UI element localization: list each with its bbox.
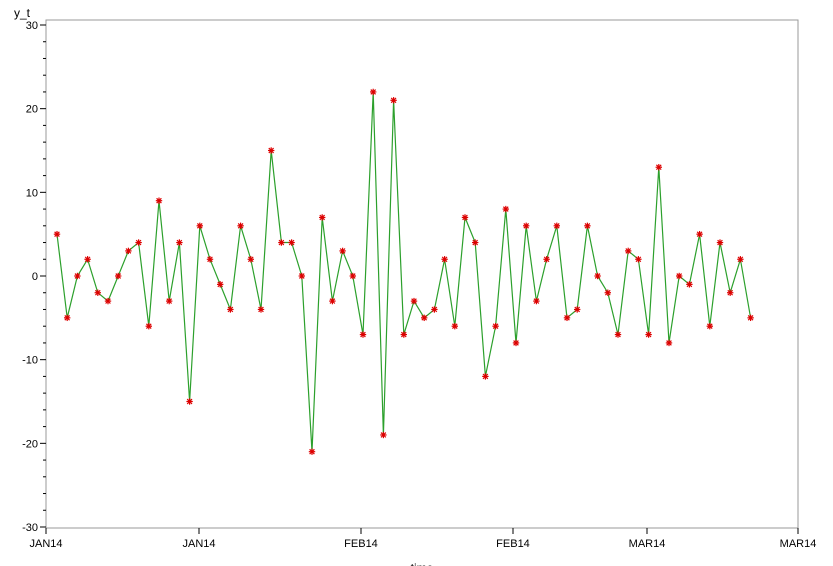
data-point <box>370 88 377 96</box>
data-point <box>431 306 438 313</box>
data-point <box>176 239 183 246</box>
data-point <box>676 272 683 280</box>
x-tick-label: MAR14 <box>629 538 666 550</box>
data-point <box>94 289 101 296</box>
data-point <box>206 256 214 263</box>
x-tick-label: JAN14 <box>182 538 215 550</box>
x-axis: JAN14 JAN14 FEB14 FEB14 MAR14 MAR14 <box>29 528 816 550</box>
x-axis-title: time <box>411 561 434 566</box>
data-point <box>186 398 193 405</box>
plot-frame <box>45 19 799 529</box>
y-tick-label: 20 <box>26 104 38 116</box>
x-tick-label: FEB14 <box>496 538 530 550</box>
y-tick-label: 0 <box>32 271 38 283</box>
data-point <box>421 314 428 322</box>
data-point <box>196 222 203 229</box>
y-tick-label: -20 <box>22 438 38 450</box>
data-point <box>319 214 326 221</box>
data-point <box>410 297 418 305</box>
data-point <box>665 339 673 347</box>
data-point <box>104 297 112 305</box>
data-point <box>625 247 632 255</box>
x-tick-label: JAN14 <box>29 538 62 550</box>
data-point <box>594 272 601 280</box>
data-point <box>553 222 560 229</box>
data-point <box>686 281 693 288</box>
x-tick-label: MAR14 <box>780 538 817 550</box>
data-point <box>635 256 642 263</box>
data-point <box>308 448 316 455</box>
data-point <box>135 239 142 246</box>
x-tick-label: FEB14 <box>344 538 378 550</box>
data-point <box>145 323 152 330</box>
data-point <box>727 289 734 296</box>
data-point <box>166 297 173 305</box>
data-point <box>268 147 275 154</box>
data-point <box>645 331 652 338</box>
data-point <box>512 339 520 347</box>
data-point <box>298 272 305 280</box>
data-point <box>380 431 387 439</box>
data-point <box>64 314 71 322</box>
data-point <box>502 205 509 213</box>
data-point <box>288 239 295 246</box>
data-point <box>574 306 581 313</box>
data-point <box>747 314 754 322</box>
y-tick-label: -30 <box>22 522 38 534</box>
data-point <box>614 331 622 338</box>
data-point <box>329 297 336 305</box>
y-axis-title: y_t <box>14 6 31 20</box>
data-point <box>227 306 234 313</box>
y-tick-label: -10 <box>22 355 38 367</box>
y-tick-label: 10 <box>26 187 38 199</box>
data-point <box>217 281 224 288</box>
data-point <box>655 164 662 171</box>
data-point <box>461 214 469 221</box>
data-point <box>155 197 163 204</box>
data-point <box>533 297 540 305</box>
data-point <box>125 247 132 255</box>
data-point <box>492 323 499 330</box>
data-point <box>706 323 713 330</box>
data-point <box>400 331 407 338</box>
data-point <box>257 306 265 313</box>
data-point <box>584 222 591 229</box>
y-tick-label: 30 <box>26 20 38 32</box>
data-point <box>563 314 571 322</box>
data-point <box>523 222 530 229</box>
data-point <box>737 256 744 263</box>
data-point <box>441 256 448 263</box>
data-markers <box>53 88 754 455</box>
data-point <box>482 373 489 380</box>
data-point <box>349 272 356 280</box>
data-point <box>74 272 81 280</box>
data-point <box>543 256 550 263</box>
data-point <box>278 239 285 246</box>
data-point <box>247 256 254 263</box>
data-point <box>696 230 703 238</box>
data-point <box>84 256 91 263</box>
data-point <box>716 239 724 246</box>
data-point <box>53 230 61 238</box>
y-axis: -30 -20 -10 0 10 20 30 <box>22 20 46 534</box>
data-point <box>390 97 397 104</box>
data-point <box>604 289 611 296</box>
data-point <box>451 323 458 330</box>
data-point <box>115 272 122 280</box>
data-point <box>237 222 244 229</box>
data-point <box>339 247 346 255</box>
data-point <box>359 331 367 338</box>
data-point <box>472 239 479 246</box>
